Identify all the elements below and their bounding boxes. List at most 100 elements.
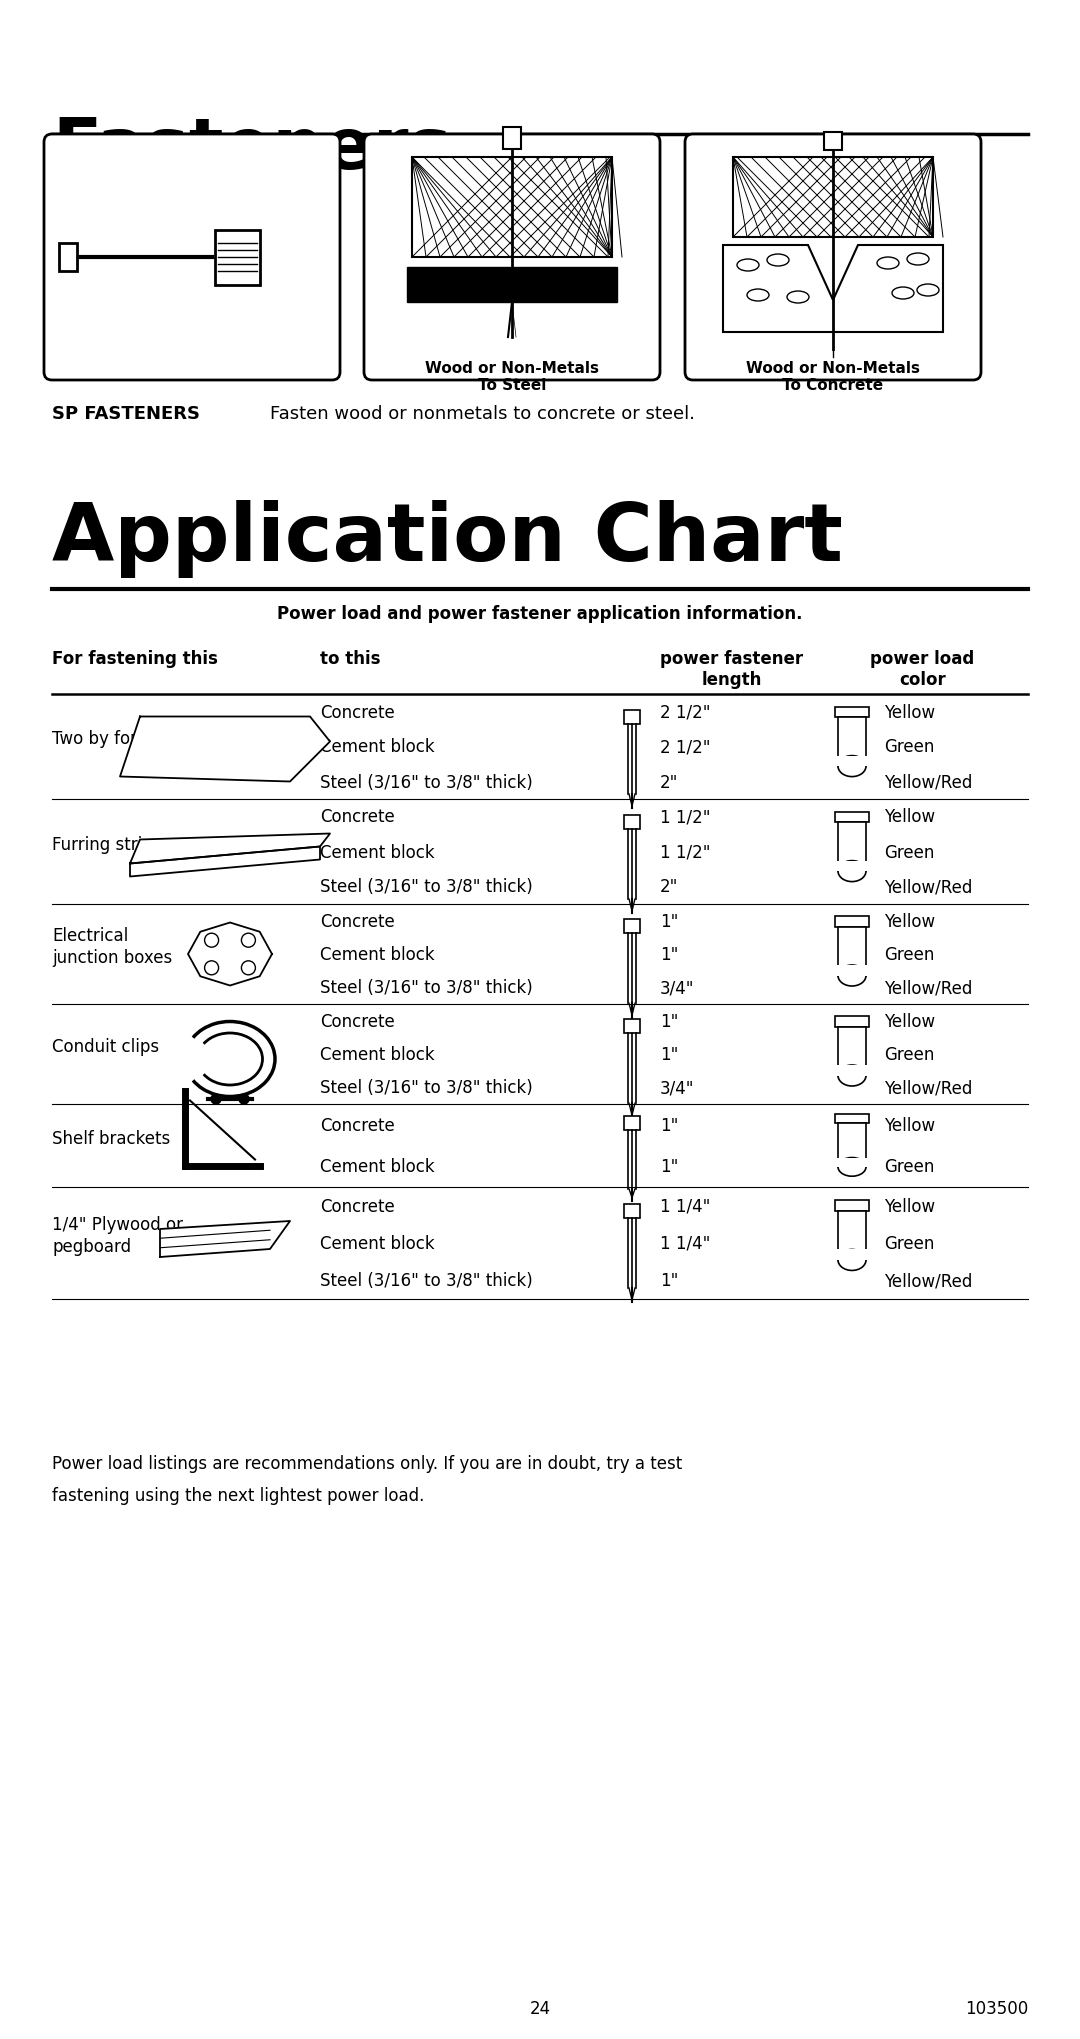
Bar [835,1115,868,1123]
Polygon shape [160,1221,291,1258]
Text: Green: Green [885,1158,934,1177]
Bar [824,133,842,151]
Text: SP FASTENERS: SP FASTENERS [52,406,200,422]
Bar [624,710,640,724]
Text: Conduit clips: Conduit clips [52,1038,159,1056]
Ellipse shape [892,287,914,300]
Text: Yellow: Yellow [885,703,935,722]
Text: 1": 1" [660,1115,678,1134]
Text: 1": 1" [660,1272,678,1291]
Text: Cement block: Cement block [320,738,434,756]
Text: Wood or Non-Metals
To Steel: Wood or Non-Metals To Steel [426,361,599,394]
Text: Concrete: Concrete [320,1197,395,1215]
Bar [503,128,521,151]
Text: Electrical
junction boxes: Electrical junction boxes [52,926,172,966]
FancyBboxPatch shape [685,135,981,381]
Text: 1": 1" [660,1046,678,1064]
Bar [838,1123,866,1166]
Bar [411,157,612,257]
Text: 1/4" Plywood or
pegboard: 1/4" Plywood or pegboard [52,1215,183,1256]
Text: Yellow/Red: Yellow/Red [885,1079,972,1097]
Text: 1": 1" [660,946,678,964]
Text: power load
color: power load color [870,650,974,689]
Text: to this: to this [320,650,380,667]
Text: Cement block: Cement block [320,842,434,860]
Bar [624,1205,640,1217]
Text: Shelf brackets: Shelf brackets [52,1130,171,1146]
Text: Yellow: Yellow [885,1011,935,1030]
Text: Steel (3/16" to 3/8" thick): Steel (3/16" to 3/8" thick) [320,1272,532,1291]
Text: Cement block: Cement block [320,1234,434,1252]
Text: Green: Green [885,946,934,964]
Ellipse shape [737,259,759,271]
Text: 2": 2" [660,773,678,791]
Text: Yellow: Yellow [885,1115,935,1134]
Bar [838,1211,866,1260]
Circle shape [242,960,255,975]
Text: Yellow/Red: Yellow/Red [885,773,972,791]
Text: Green: Green [885,738,934,756]
Bar [838,718,866,767]
Circle shape [239,1095,249,1105]
Text: Concrete: Concrete [320,1115,395,1134]
Text: fastening using the next lightest power load.: fastening using the next lightest power … [52,1486,424,1505]
Polygon shape [120,718,330,783]
Text: For fastening this: For fastening this [52,650,218,667]
Ellipse shape [838,966,866,987]
Text: 2 1/2": 2 1/2" [660,703,711,722]
Text: Fasteners: Fasteners [52,114,451,184]
Ellipse shape [838,1158,866,1177]
Text: 2 1/2": 2 1/2" [660,738,711,756]
Text: Steel (3/16" to 3/8" thick): Steel (3/16" to 3/8" thick) [320,773,532,791]
Circle shape [211,1095,221,1105]
Text: power fastener
length: power fastener length [660,650,804,689]
Bar [836,1066,868,1077]
Ellipse shape [838,756,866,777]
Text: 3/4": 3/4" [660,1079,694,1097]
Text: Green: Green [885,1234,934,1252]
Text: Yellow: Yellow [885,1197,935,1215]
Text: Yellow/Red: Yellow/Red [885,979,972,997]
Bar [836,860,868,873]
Bar [624,920,640,934]
Bar [59,245,77,271]
Text: Concrete: Concrete [320,703,395,722]
Text: 3/4": 3/4" [660,979,694,997]
Text: Concrete: Concrete [320,911,395,930]
Bar [835,708,868,718]
Text: Fasten wood or nonmetals to concrete or steel.: Fasten wood or nonmetals to concrete or … [270,406,696,422]
Text: Power load and power fastener application information.: Power load and power fastener applicatio… [278,606,802,622]
Ellipse shape [917,285,939,298]
FancyBboxPatch shape [364,135,660,381]
Bar [836,1158,868,1166]
Text: 1 1/2": 1 1/2" [660,842,711,860]
Text: Green: Green [885,842,934,860]
Text: Yellow: Yellow [885,807,935,826]
Text: Cement block: Cement block [320,946,434,964]
Text: Cement block: Cement block [320,1158,434,1177]
Text: 24: 24 [529,1998,551,2017]
Ellipse shape [767,255,789,267]
Text: Steel (3/16" to 3/8" thick): Steel (3/16" to 3/8" thick) [320,879,532,895]
Circle shape [204,960,218,975]
Text: 1": 1" [660,1011,678,1030]
Text: Concrete: Concrete [320,807,395,826]
Polygon shape [130,846,320,877]
Text: Wood or Non-Metals
To Concrete: Wood or Non-Metals To Concrete [746,361,920,394]
Bar [838,928,866,977]
Bar [836,1250,868,1260]
Text: 2": 2" [660,879,678,895]
Bar [835,1017,868,1028]
Text: Yellow/Red: Yellow/Red [885,879,972,895]
Text: Steel (3/16" to 3/8" thick): Steel (3/16" to 3/8" thick) [320,1079,532,1097]
FancyBboxPatch shape [44,135,340,381]
Text: 103500: 103500 [964,1998,1028,2017]
Ellipse shape [747,290,769,302]
Text: Concrete: Concrete [320,1011,395,1030]
Bar [835,918,868,928]
Polygon shape [130,834,330,865]
Bar [624,1117,640,1132]
Ellipse shape [838,1066,866,1087]
Polygon shape [188,924,272,987]
Ellipse shape [787,292,809,304]
